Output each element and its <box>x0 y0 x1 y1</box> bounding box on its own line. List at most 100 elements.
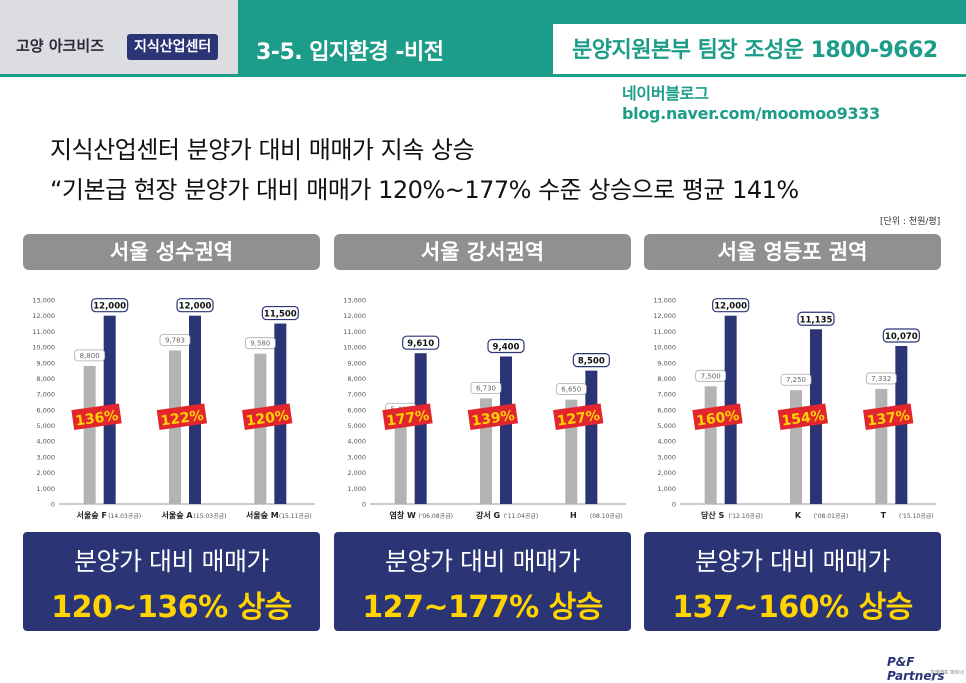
sale-value-callout <box>74 349 106 362</box>
panel-title: 서울 영등포 권역 <box>644 234 941 270</box>
ratio-label: 122% <box>160 408 205 430</box>
sale-value-callout <box>555 383 587 396</box>
y-tick-label: 5,000 <box>657 422 676 430</box>
y-tick-label: 9,000 <box>347 359 366 367</box>
y-tick-label: 1,000 <box>36 485 55 493</box>
y-tick-label: 7,000 <box>657 391 676 399</box>
market-value-label: 12,000 <box>179 302 212 312</box>
sale-price-bar <box>704 386 717 504</box>
ratio-tag: 154% <box>777 403 829 430</box>
market-price-bar <box>895 345 908 504</box>
ratio-tag: 127% <box>553 403 604 430</box>
y-tick-label: 2,000 <box>36 469 55 477</box>
summary-box: 분양가 대비 매매가 120~136% 상승 <box>23 532 320 631</box>
y-tick-label: 7,000 <box>347 391 366 399</box>
ratio-tag-bg <box>777 403 829 430</box>
sale-value-label: 8,800 <box>80 352 100 360</box>
ratio-tag-bg <box>71 403 122 430</box>
market-value-label: 11,500 <box>264 310 297 320</box>
market-price-bar <box>585 370 598 504</box>
market-value-callout <box>261 305 299 321</box>
ratio-label: 160% <box>695 408 740 430</box>
market-value-callout <box>797 311 835 326</box>
brand-name: 고양 아크비즈 <box>16 37 105 55</box>
ratio-label: 137% <box>866 408 911 430</box>
blog-link[interactable]: 네이버블로그 blog.naver.com/moomoo9333 <box>622 84 880 123</box>
ratio-tag-bg <box>156 403 208 430</box>
sale-price-bar <box>254 353 267 504</box>
category-note: ('15.10공급) <box>899 513 934 520</box>
y-tick-label: 11,000 <box>343 328 366 336</box>
summary-label: 분양가 대비 매매가 <box>74 547 269 576</box>
sale-value-label: 7,500 <box>701 372 721 380</box>
summary-box: 분양가 대비 매매가 127~177% 상승 <box>334 532 631 631</box>
y-tick-label: 6,000 <box>36 406 55 414</box>
y-tick-label: 5,000 <box>347 422 366 430</box>
summary-range: 127~177% 상승 <box>362 590 603 625</box>
category-note: ('11.04공급) <box>504 513 539 520</box>
category-label: T <box>881 511 887 520</box>
category-label: 당산 S <box>701 510 725 520</box>
sale-value-label: 6,650 <box>561 386 581 394</box>
category-note: (15.11공급) <box>279 513 312 520</box>
y-tick-label: 9,000 <box>36 359 55 367</box>
y-tick-label: 6,000 <box>347 406 366 414</box>
chart-seongsu: 0 1,000 2,000 3,000 4,000 5,000 6,000 7,000 8,00… <box>32 297 315 520</box>
y-tick-label: 11,000 <box>653 328 676 336</box>
market-value-label: 10,070 <box>885 332 918 342</box>
y-tick-label: 2,000 <box>657 469 676 477</box>
ratio-tag-bg <box>863 403 914 430</box>
y-tick-label: 3,000 <box>347 453 366 461</box>
ratio-label: 136% <box>74 408 119 430</box>
summary-range: 137~160% 상승 <box>672 590 913 625</box>
sale-value-callout <box>159 334 191 346</box>
y-tick-label: 2,000 <box>347 469 366 477</box>
ratio-tag: 160% <box>692 403 743 430</box>
category-note: (08.10공급) <box>590 513 623 520</box>
summary-range: 120~136% 상승 <box>51 590 292 625</box>
y-tick-label: 10,000 <box>653 344 676 352</box>
y-tick-label: 4,000 <box>347 438 366 446</box>
panel-title: 서울 성수권역 <box>23 234 320 270</box>
sale-price-bar <box>875 388 888 504</box>
market-value-callout <box>402 335 440 350</box>
market-value-label: 9,610 <box>407 339 434 349</box>
chart-yeongdeungpo: 0 1,000 2,000 3,000 4,000 5,000 6,000 7,000 8,00… <box>653 297 936 520</box>
sale-value-label: 9,580 <box>250 340 270 348</box>
y-tick-label: 13,000 <box>343 297 366 305</box>
category-label: 서울숲 A <box>161 510 193 520</box>
header-divider <box>0 74 966 77</box>
market-price-bar <box>414 353 427 504</box>
category-label: H <box>570 511 577 520</box>
y-tick-label: 7,000 <box>36 391 55 399</box>
sale-value-label: 7,250 <box>786 376 806 384</box>
panel-title: 서울 강서권역 <box>334 234 631 270</box>
sale-value-callout <box>865 372 897 385</box>
market-value-label: 9,400 <box>493 342 520 352</box>
heading-line-2: “기본급 현장 분양가 대비 매매가 120%~177% 수준 상승으로 평균 … <box>50 176 799 204</box>
market-value-label: 11,135 <box>800 315 833 325</box>
sale-value-callout <box>780 373 812 386</box>
market-price-bar <box>500 356 512 504</box>
y-tick-label: 13,000 <box>653 297 676 305</box>
market-value-callout <box>572 353 610 368</box>
y-tick-label: 4,000 <box>36 438 55 446</box>
market-value-callout <box>882 328 920 343</box>
y-tick-label: 12,000 <box>343 312 366 320</box>
chart-gangseo: 0 1,000 2,000 3,000 4,000 5,000 6,000 7,000 8,00… <box>343 297 626 520</box>
sale-value-label: 7,332 <box>871 375 891 383</box>
partner-logo-subtitle: 피앤에프 파트너스 <box>930 670 964 683</box>
y-tick-label: 0 <box>672 501 676 509</box>
y-tick-label: 6,000 <box>657 406 676 414</box>
y-tick-label: 12,000 <box>653 312 676 320</box>
ratio-label: 120% <box>245 408 290 430</box>
ratio-tag: 177% <box>382 403 433 430</box>
ratio-tag: 120% <box>242 403 293 430</box>
category-note: ('12.10공급) <box>728 513 763 520</box>
sale-value-callout <box>470 381 502 394</box>
y-tick-label: 8,000 <box>657 375 676 383</box>
y-tick-label: 4,000 <box>657 438 676 446</box>
category-note: (15.03공급) <box>194 513 227 520</box>
y-tick-label: 1,000 <box>347 485 366 493</box>
